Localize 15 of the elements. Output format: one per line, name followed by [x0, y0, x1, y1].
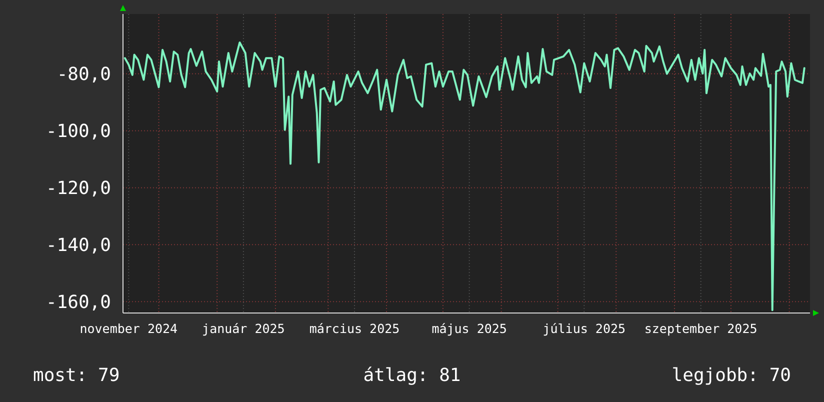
x-tick-label: július 2025	[542, 321, 626, 336]
y-tick-label: -80,0	[56, 64, 111, 86]
text: legjobb: 70	[672, 365, 791, 386]
x-tick-label: november 2024	[80, 321, 178, 336]
text: átlag: 81	[363, 365, 461, 386]
y-tick-label: -100,0	[46, 121, 111, 142]
y-tick-label: -140,0	[46, 234, 111, 256]
text: most: 79	[33, 365, 120, 386]
line-series	[124, 41, 806, 312]
y-tick-label: -120,0	[46, 178, 111, 200]
y-tick-label: -160,0	[46, 292, 111, 313]
x-tick-label: május 2025	[432, 321, 507, 336]
x-tick-label: szeptember 2025	[644, 321, 758, 336]
x-tick-label: március 2025	[309, 321, 400, 336]
x-tick-label: január 2025	[202, 321, 285, 336]
